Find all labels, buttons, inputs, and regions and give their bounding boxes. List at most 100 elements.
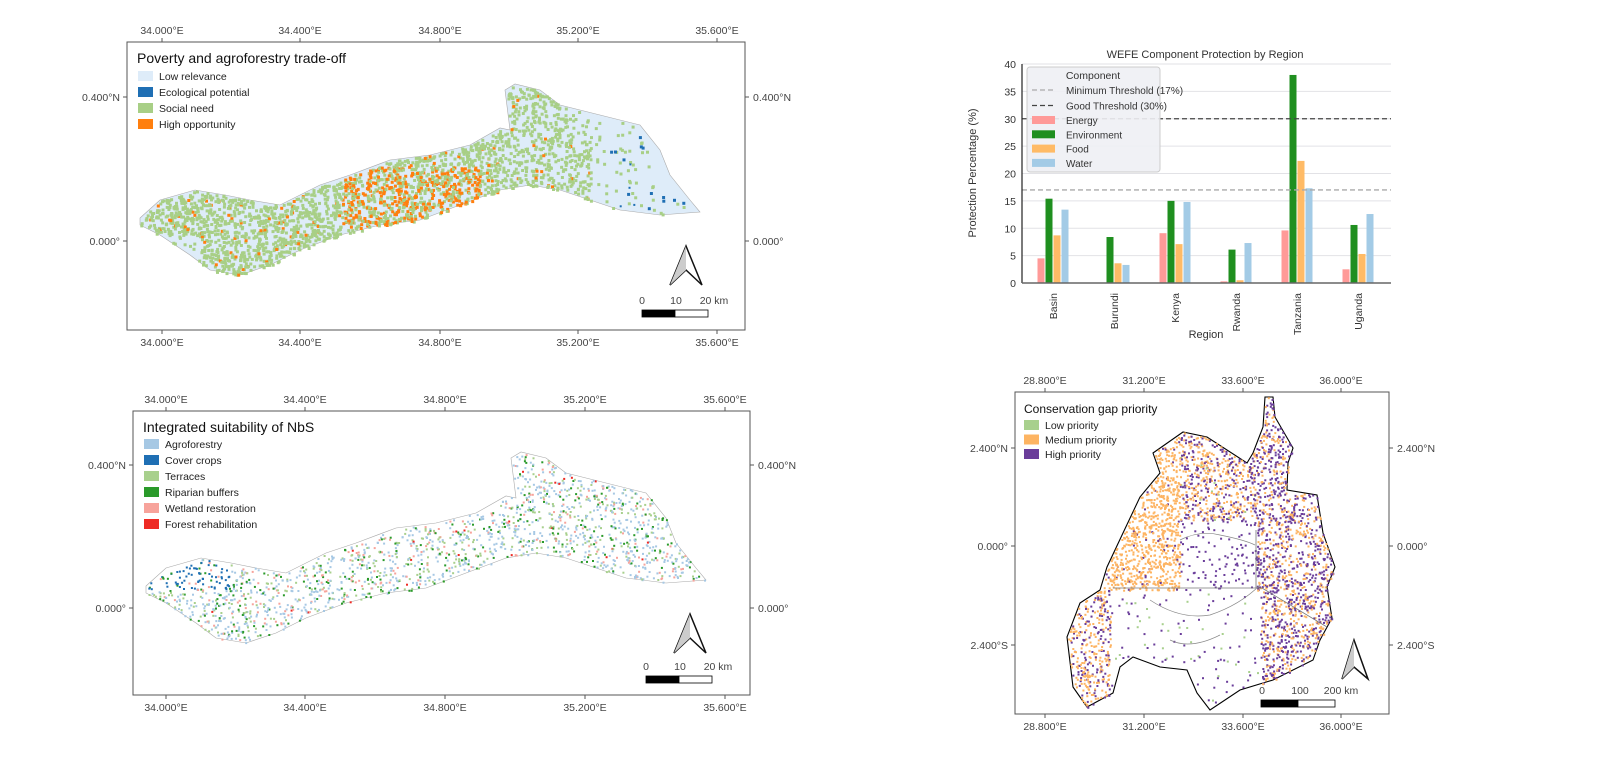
map-pixel (350, 219, 354, 223)
map-pixel (445, 522, 448, 525)
map-pixel (568, 508, 571, 510)
map-pixel (366, 222, 370, 226)
map-pixel (1097, 642, 1100, 645)
map-pixel (266, 207, 270, 211)
map-pixel (393, 589, 396, 592)
map-pixel (284, 241, 288, 244)
map-pixel (373, 547, 376, 550)
map-pixel (389, 223, 393, 227)
map-pixel (224, 265, 228, 269)
map-pixel (391, 202, 395, 206)
map-pixel (253, 621, 256, 624)
map-pixel (442, 152, 446, 155)
map-pixel (261, 242, 265, 246)
map-pixel (170, 232, 174, 236)
map-pixel (232, 623, 235, 626)
map-pixel (394, 221, 398, 225)
map-pixel (569, 542, 572, 545)
map-pixel (235, 629, 238, 632)
map-pixel (1172, 559, 1175, 562)
map-pixel (1208, 558, 1211, 561)
map-pixel (536, 94, 540, 98)
map-pixel (676, 543, 678, 546)
map-pixel (493, 548, 496, 551)
map-pixel (513, 122, 517, 126)
map-pixel (329, 566, 332, 569)
map-pixel (511, 187, 515, 190)
map-pixel (167, 229, 171, 233)
map-pixel (1264, 419, 1267, 422)
map-pixel (494, 157, 498, 161)
map-pixel (313, 591, 316, 594)
map-pixel (462, 538, 465, 541)
map-pixel (424, 528, 427, 530)
map-pixel (523, 109, 527, 113)
map-pixel (208, 204, 212, 208)
map-pixel (275, 248, 279, 251)
map-pixel (1177, 520, 1180, 523)
map-pixel (576, 543, 579, 546)
legend-label: Wetland restoration (165, 503, 256, 515)
map-pixel (464, 160, 468, 164)
map-pixel (552, 153, 556, 157)
map-pixel (325, 590, 328, 593)
map-pixel (386, 217, 390, 220)
map-pixel (444, 564, 447, 567)
map-pixel (458, 188, 462, 192)
map-pixel (425, 545, 428, 548)
map-pixel (226, 631, 229, 634)
map-pixel (241, 574, 244, 577)
map-pixel (363, 548, 366, 551)
map-pixel (639, 505, 642, 508)
map-pixel (612, 571, 615, 574)
map-pixel (572, 150, 576, 154)
x-tick-label-bottom: 35.600°E (695, 337, 738, 349)
map-pixel (480, 563, 483, 566)
map-pixel (298, 574, 301, 577)
map-pixel (585, 149, 589, 153)
map-pixel (360, 223, 364, 227)
map-pixel (435, 556, 438, 559)
map-pixel (659, 550, 662, 553)
map-pixel (162, 576, 164, 579)
map-pixel (408, 216, 412, 220)
map-pixel (627, 552, 630, 555)
map-pixel (232, 587, 235, 590)
map-pixel (290, 241, 294, 245)
map-pixel (657, 523, 660, 526)
map-pixel (347, 192, 351, 196)
map-pixel (469, 531, 472, 534)
map-pixel (1200, 436, 1203, 439)
map-pixel (423, 180, 427, 184)
map-pixel (585, 514, 587, 517)
map-pixel (1143, 567, 1146, 569)
map-pixel (440, 152, 444, 156)
map-pixel (405, 528, 408, 531)
map-pixel (155, 216, 159, 220)
map-pixel (656, 559, 659, 562)
map-pixel (395, 221, 399, 225)
map-pixel (292, 246, 296, 250)
map-pixel (322, 239, 326, 243)
map-pixel (303, 242, 307, 246)
map-pixel (150, 582, 153, 585)
legend-item: Low relevance (138, 71, 227, 83)
map-pixel (451, 200, 455, 204)
map-pixel (327, 236, 331, 240)
map-pixel (244, 616, 247, 619)
map-pixel (327, 579, 329, 582)
map-pixel (522, 123, 526, 127)
map-pixel (612, 563, 615, 566)
map-pixel (265, 623, 268, 626)
map-pixel (511, 506, 514, 509)
map-pixel (552, 179, 556, 183)
map-pixel (410, 544, 413, 547)
map-pixel (397, 167, 401, 171)
map-pixel (248, 205, 251, 209)
map-pixel (1131, 580, 1134, 583)
map-pixel (259, 589, 262, 592)
map-pixel (193, 201, 197, 205)
map-pixel (236, 222, 239, 226)
map-pixel (478, 567, 480, 570)
map-pixel (200, 561, 203, 564)
